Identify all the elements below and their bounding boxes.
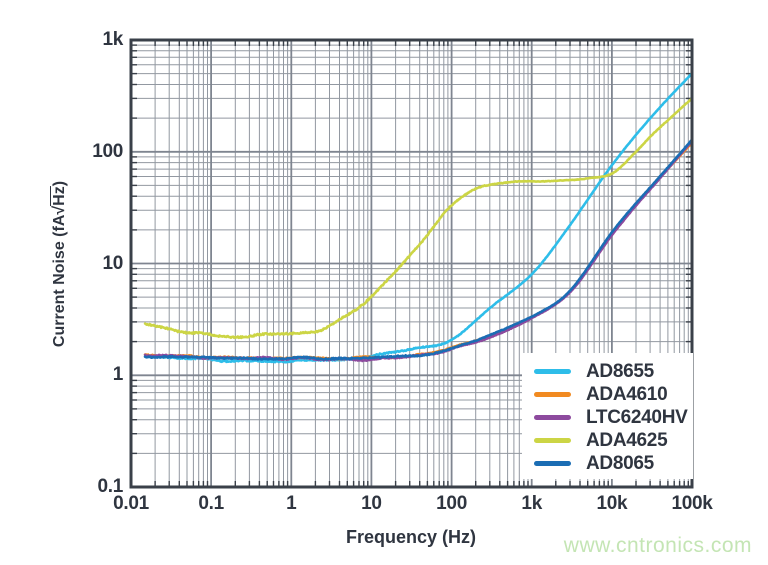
series-curves [143,72,692,364]
x-tick-1k: 1k [521,493,542,514]
legend-item-ADA4625: ADA4625 [522,429,693,452]
series-line-ADA4625 [143,96,692,340]
legend-item-ADA4610: ADA4610 [522,383,693,406]
legend-swatch-ADA4610 [534,392,571,397]
x-tick-10: 10 [361,493,382,514]
legend-item-AD8065: AD8065 [522,452,693,475]
legend-swatch-ADA4625 [534,438,571,443]
series-line-AD8655 [143,72,692,364]
y-axis-title-suffix: ) [51,180,68,187]
watermark-text: www.cntronics.com [563,534,752,557]
legend-label-ADA4625: ADA4625 [586,429,668,451]
legend-label-LTC6240HV: LTC6240HV [586,406,688,428]
x-tick-100: 100 [436,493,467,514]
x-tick-1: 1 [286,493,297,514]
sqrt-radical: √ [51,205,68,215]
x-tick-0.01: 0.01 [113,493,149,514]
y-tick-1k: 1k [102,29,123,50]
legend-box: AD8655 ADA4610 LTC6240HV ADA4625 AD8065 [522,353,693,479]
y-tick-1: 1 [112,364,124,386]
x-tick-0.1: 0.1 [198,493,224,514]
legend-label-ADA4610: ADA4610 [586,383,668,405]
x-tick-10k: 10k [596,493,628,514]
x-tick-100k: 100k [671,493,713,514]
legend-label-AD8065: AD8065 [586,452,654,474]
legend-swatch-AD8065 [534,461,571,466]
y-axis-title-prefix: Current Noise (fA [51,214,68,348]
legend-label-AD8655: AD8655 [586,360,654,382]
y-axis-title-overline: Hz [50,186,68,206]
legend-item-AD8655: AD8655 [522,360,693,383]
y-tick-0.1: 0.1 [97,476,123,497]
legend-item-LTC6240HV: LTC6240HV [522,406,693,429]
y-tick-10: 10 [102,252,123,274]
x-axis-title: Frequency (Hz) [345,527,477,547]
legend-swatch-LTC6240HV [534,415,571,420]
y-tick-100: 100 [92,140,123,162]
legend-swatch-AD8655 [534,369,571,374]
series-line-AD8065 [143,138,692,361]
y-axis-title: Current Noise (fA√Hz) [50,180,69,348]
plot-border [129,38,694,489]
